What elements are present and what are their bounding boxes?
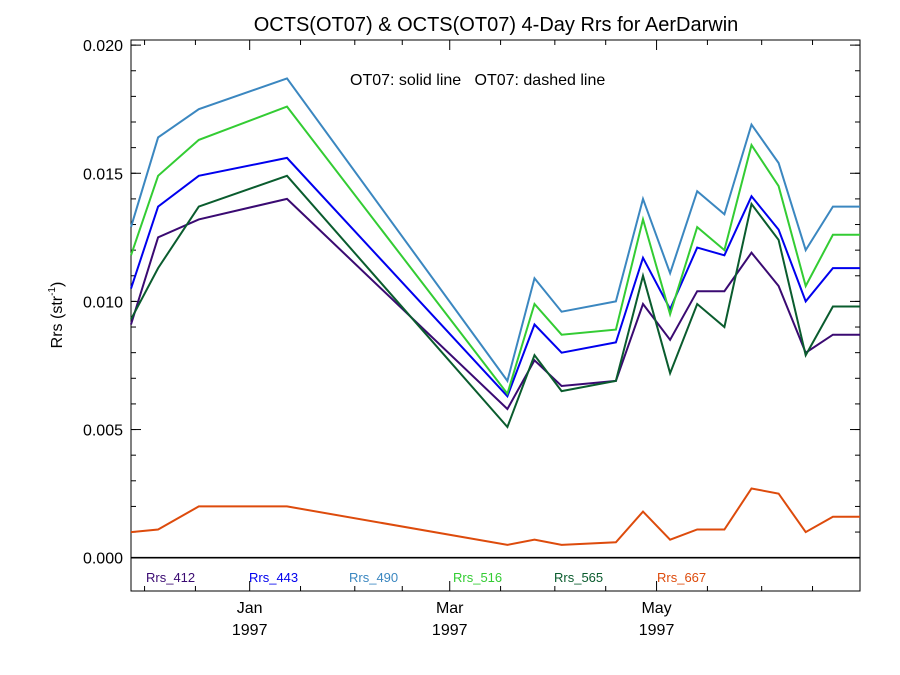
chart-title: OCTS(OT07) & OCTS(OT07) 4-Day Rrs for Ae… (254, 14, 739, 36)
x-tick-label-year: 1997 (432, 622, 468, 639)
legend-item-rrs-490: Rrs_490 (349, 570, 398, 585)
series-line-rrs-490 (130, 77, 860, 384)
y-axis: 0.000 0.005 0.010 0.015 0.020 (83, 38, 860, 568)
x-axis: Jan 1997 Mar 1997 May 1997 (144, 40, 814, 639)
legend: Rrs_412 Rrs_443 Rrs_490 Rrs_516 Rrs_565 Rrs_6… (146, 570, 706, 585)
y-tick-label: 0.000 (83, 551, 123, 568)
series-line-rrs-516 (130, 105, 860, 396)
y-tick-label: 0.015 (83, 166, 123, 183)
legend-item-rrs-443: Rrs_443 (249, 570, 298, 585)
series-line-rrs-412 (130, 197, 860, 411)
x-tick-label-month: Jan (237, 600, 263, 617)
x-tick-label-month: Mar (436, 600, 464, 617)
y-tick-label: 0.020 (83, 38, 123, 55)
x-tick-label-year: 1997 (639, 622, 675, 639)
y-axis-label-superscript: -1 (47, 287, 58, 296)
y-axis-label-close: ) (49, 282, 66, 287)
plot-frame (130, 39, 861, 592)
series-lines (130, 77, 860, 546)
legend-item-rrs-516: Rrs_516 (453, 570, 502, 585)
legend-item-rrs-565: Rrs_565 (554, 570, 603, 585)
x-tick-label-year: 1997 (232, 622, 268, 639)
x-tick-label-month: May (641, 600, 671, 617)
legend-item-rrs-412: Rrs_412 (146, 570, 195, 585)
y-tick-label: 0.005 (83, 423, 123, 440)
legend-item-rrs-667: Rrs_667 (657, 570, 706, 585)
y-axis-label-text: Rrs (str (49, 295, 66, 348)
line-style-note: OT07: solid line OT07: dashed line (350, 72, 605, 89)
series-line-rrs-443 (130, 156, 860, 399)
series-line-rrs-667 (130, 487, 860, 546)
y-tick-label: 0.010 (83, 294, 123, 311)
y-axis-label: Rrs (str-1) (47, 282, 66, 349)
series-line-rrs-565 (130, 174, 860, 429)
